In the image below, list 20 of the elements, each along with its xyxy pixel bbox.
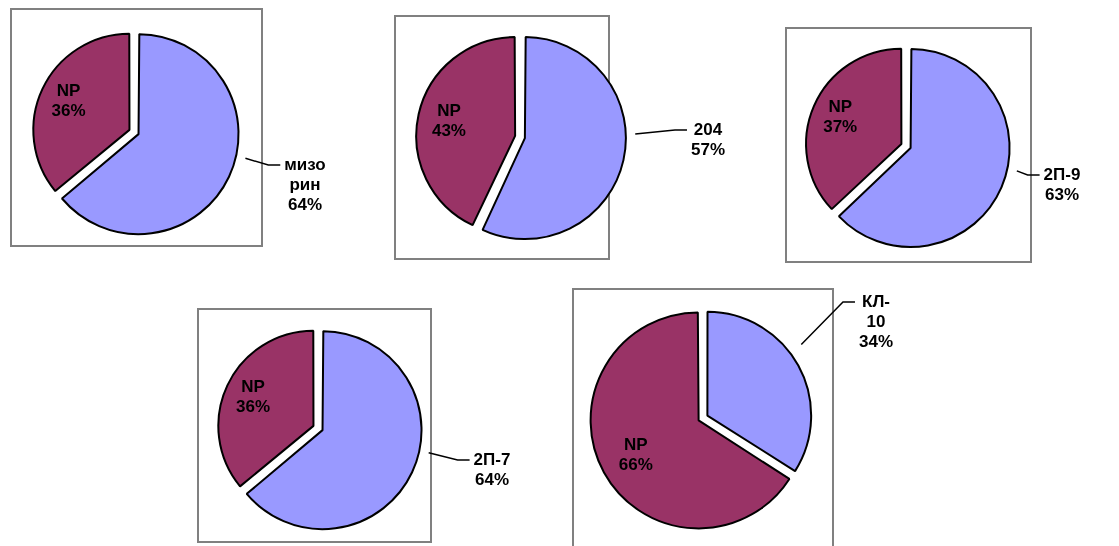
slice-label: КЛ-10 [862,291,890,331]
data-label: 64% [287,194,323,214]
data-label: 37% [823,117,858,137]
data-label: 66% [618,454,653,474]
slice-label: NP [241,377,265,397]
slice-label: 204 [693,119,723,139]
data-label: 63% [1044,184,1080,204]
slice-label: NP [437,100,461,120]
slice-label: 2П-9 [1043,164,1081,184]
data-label: 43% [431,120,466,140]
data-label: 36% [236,397,271,417]
slice-label: NP [56,80,81,100]
slice-label: мизо рин [284,154,326,194]
data-label: 64% [474,469,510,489]
slice-label: 2П-7 [473,449,511,469]
data-label: 36% [51,100,86,120]
data-label: 34% [858,331,894,351]
data-label: 57% [690,139,726,159]
slice-label: NP [828,97,853,117]
slice-label: NP [624,434,648,454]
